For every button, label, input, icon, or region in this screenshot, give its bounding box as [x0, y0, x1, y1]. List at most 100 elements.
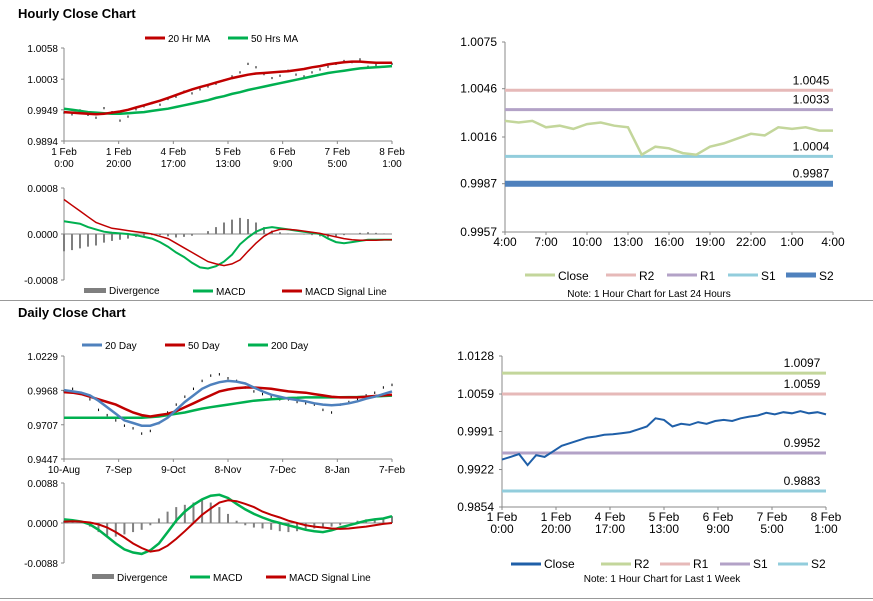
hourly-levels-level-label: 1.0045 [793, 73, 830, 87]
daily-macd-macd-line [63, 493, 393, 556]
bottom-divider [0, 598, 873, 599]
daily-price-ytick-label: 0.9447 [27, 455, 58, 466]
daily-price-xtick-label: 7-Feb [379, 465, 406, 476]
daily-macd-ytick-label: 0.0088 [27, 479, 58, 490]
hourly-price-ma50-line [63, 64, 393, 116]
daily-levels-xtick-label: 0:00 [490, 522, 514, 536]
daily-levels-xtick-label: 7 Feb [757, 510, 788, 524]
hourly-levels-ytick-label: 1.0075 [460, 35, 497, 49]
hourly-macd-legend-label: MACD Signal Line [305, 287, 387, 298]
daily-levels-level-label: 0.9883 [784, 474, 821, 488]
daily-price-ma20-line [63, 379, 393, 427]
daily-levels-close-line [501, 410, 827, 467]
hourly-levels-legend-label: R1 [700, 269, 716, 283]
daily-macd-legend-label: MACD Signal Line [289, 573, 371, 584]
hourly-levels-legend-label: S1 [761, 269, 776, 283]
hourly-price-legend-label: 20 Hr MA [168, 34, 211, 45]
daily-levels-ytick-label: 0.9854 [457, 500, 494, 514]
hourly-price-ytick-label: 1.0003 [27, 75, 58, 86]
daily-levels-xtick-label: 20:00 [541, 522, 571, 536]
hourly-levels-xtick-label: 22:00 [736, 235, 766, 249]
hourly-price-xtick-label: 1 Feb [106, 147, 132, 158]
hourly-macd-ytick-label: 0.0008 [27, 184, 58, 195]
daily-levels-xtick-label: 17:00 [595, 522, 625, 536]
hourly-price-ytick-label: 0.9894 [27, 137, 58, 148]
hourly-price-ma20-line [63, 60, 392, 116]
hourly-levels-legend-label: R2 [639, 269, 655, 283]
daily-levels-ytick-label: 1.0128 [457, 349, 494, 363]
hourly-price-xtick-label: 9:00 [273, 159, 293, 170]
hourly-macd-legend-label: MACD [216, 287, 245, 298]
hourly-price-xtick-label: 0:00 [54, 159, 74, 170]
hourly-section-title: Hourly Close Chart [18, 6, 136, 21]
daily-levels-xtick-label: 8 Feb [811, 510, 842, 524]
hourly-price-xtick-label: 13:00 [215, 159, 240, 170]
daily-levels-level-label: 1.0097 [784, 356, 821, 370]
daily-macd-legend-label: MACD [213, 573, 242, 584]
hourly-price-xtick-label: 4 Feb [161, 147, 187, 158]
hourly-price-xtick-label: 1 Feb [51, 147, 77, 158]
daily-price-xtick-label: 7-Dec [269, 465, 296, 476]
daily-levels-xtick-label: 9:00 [706, 522, 730, 536]
hourly-price-ytick-label: 0.9949 [27, 106, 58, 117]
daily-macd-ytick-label: 0.0000 [27, 519, 58, 530]
hourly-levels-xtick-label: 7:00 [534, 235, 558, 249]
hourly-levels-xtick-label: 19:00 [695, 235, 725, 249]
daily-price-xtick-label: 9-Oct [161, 465, 186, 476]
daily-price-ytick-label: 0.9707 [27, 421, 58, 432]
daily-price-legend-label: 20 Day [105, 341, 137, 352]
daily-levels-ytick-label: 1.0059 [457, 387, 494, 401]
hourly-macd-legend-swatch [84, 288, 106, 293]
daily-levels-legend-label: S1 [753, 557, 768, 571]
hourly-price-legend-label: 50 Hrs MA [251, 34, 299, 45]
daily-levels-xtick-label: 4 Feb [595, 510, 626, 524]
daily-price-legend-label: 50 Day [188, 341, 220, 352]
daily-levels-ytick-label: 0.9922 [457, 463, 494, 477]
daily-levels-level-label: 0.9952 [784, 436, 821, 450]
hourly-macd-macd-line [63, 220, 392, 270]
hourly-levels-xtick-label: 16:00 [654, 235, 684, 249]
daily-price-ma50-line [63, 386, 393, 418]
hourly-price-xtick-label: 5:00 [328, 159, 348, 170]
daily-macd-legend-label: Divergence [117, 573, 168, 584]
hourly-levels-level-label: 0.9987 [793, 167, 830, 181]
hourly-levels-level-label: 1.0033 [793, 93, 830, 107]
daily-levels-xtick-label: 1:00 [814, 522, 838, 536]
daily-levels-xtick-label: 13:00 [649, 522, 679, 536]
daily-price-ma200-line [64, 394, 393, 420]
hourly-levels-level-label: 1.0004 [793, 139, 830, 153]
hourly-price-xtick-label: 5 Feb [215, 147, 241, 158]
hourly-levels-xtick-label: 4:00 [493, 235, 517, 249]
daily-levels-xtick-label: 1 Feb [541, 510, 572, 524]
hourly-levels-legend-label: S2 [819, 269, 834, 283]
hourly-price-xtick-label: 1:00 [382, 159, 402, 170]
hourly-macd-ytick-label: -0.0008 [24, 276, 58, 287]
daily-price-legend-label: 200 Day [271, 341, 308, 352]
hourly-levels-ytick-label: 0.9987 [460, 177, 497, 191]
hourly-levels-xtick-label: 13:00 [613, 235, 643, 249]
daily-macd-legend-swatch [92, 574, 114, 579]
daily-levels-level-label: 1.0059 [784, 377, 821, 391]
hourly-macd-legend-label: Divergence [109, 286, 160, 297]
daily-section-title: Daily Close Chart [18, 305, 126, 320]
section-divider [0, 300, 873, 301]
daily-macd-ytick-label: -0.0088 [24, 559, 58, 570]
daily-price-ytick-label: 1.0229 [27, 352, 58, 363]
hourly-levels-ytick-label: 1.0016 [460, 130, 497, 144]
daily-levels-ytick-label: 0.9991 [457, 425, 494, 439]
daily-levels-note: Note: 1 Hour Chart for Last 1 Week [584, 574, 742, 585]
hourly-macd-ytick-label: 0.0000 [27, 230, 58, 241]
daily-levels-xtick-label: 5 Feb [649, 510, 680, 524]
daily-levels-xtick-label: 5:00 [760, 522, 784, 536]
daily-levels-legend-label: Close [544, 557, 575, 571]
hourly-levels-xtick-label: 10:00 [572, 235, 602, 249]
daily-price-xtick-label: 7-Sep [105, 465, 132, 476]
daily-macd-signal-line [63, 499, 393, 553]
daily-levels-legend-label: R1 [693, 557, 709, 571]
daily-price-xtick-label: 8-Jan [325, 465, 350, 476]
daily-price-ytick-label: 0.9968 [27, 386, 58, 397]
daily-levels-legend-label: R2 [634, 557, 650, 571]
daily-levels-xtick-label: 6 Feb [703, 510, 734, 524]
hourly-levels-ytick-label: 0.9957 [460, 225, 497, 239]
hourly-price-ytick-label: 1.0058 [27, 44, 58, 55]
